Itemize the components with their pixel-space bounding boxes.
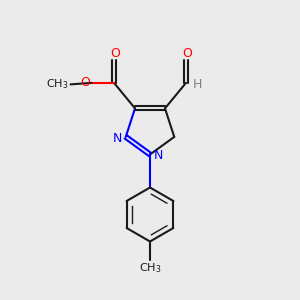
Text: H: H [193,78,202,91]
Text: O: O [111,47,120,60]
Text: CH$_3$: CH$_3$ [139,261,161,275]
Text: O: O [80,76,90,89]
Text: O: O [183,47,192,60]
Text: N: N [113,132,122,145]
Text: CH$_3$: CH$_3$ [46,77,68,91]
Text: N: N [154,149,163,163]
